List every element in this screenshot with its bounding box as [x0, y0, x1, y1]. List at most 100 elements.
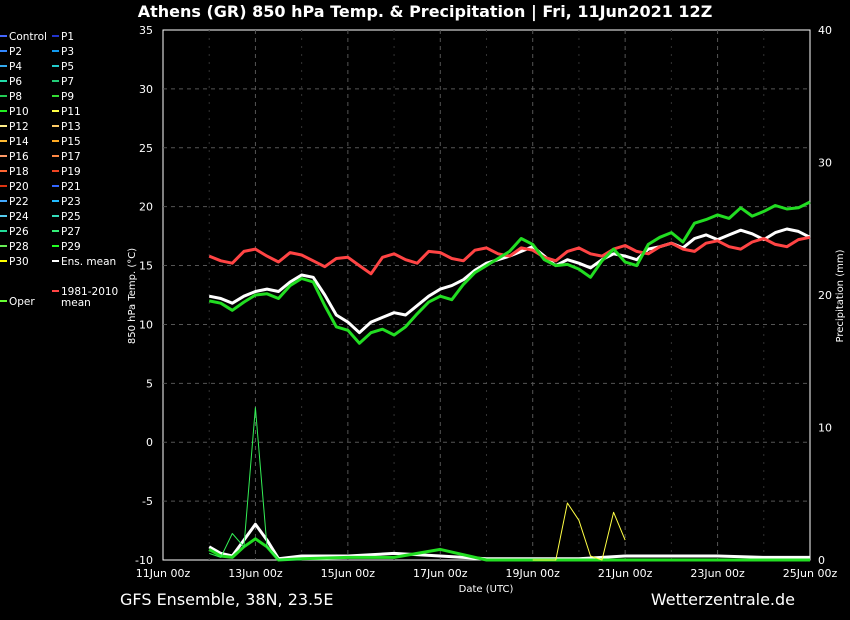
y-tick-label-left: 35: [139, 24, 153, 37]
legend-item: P24: [0, 211, 29, 223]
legend-label: P16: [9, 151, 29, 163]
x-axis-label: Date (UTC): [459, 584, 514, 595]
x-tick-label: 21Jun 00z: [598, 567, 653, 580]
legend-item: P19: [52, 166, 81, 178]
legend-label: P22: [9, 196, 29, 208]
legend-label: P10: [9, 106, 29, 118]
precip-line-ens-mean: [208, 522, 810, 561]
legend-item: P14: [0, 136, 29, 148]
x-tick-label: 17Jun 00z: [413, 567, 468, 580]
x-tick-label: 11Jun 00z: [136, 567, 191, 580]
y-axis-label-right: Precipitation (mm): [835, 249, 846, 342]
legend-label: P27: [61, 226, 81, 238]
legend-label: Control: [9, 31, 47, 43]
legend-item: P16: [0, 151, 29, 163]
legend-item: P12: [0, 121, 29, 133]
legend-item: P7: [52, 76, 74, 88]
legend-label: P24: [9, 211, 29, 223]
temp-line-oper: [208, 200, 811, 345]
legend-item: P30: [0, 256, 29, 268]
legend-item: P8: [0, 91, 22, 103]
legend-item: Control: [0, 31, 47, 43]
legend-label: P20: [9, 181, 29, 193]
legend-label: P13: [61, 121, 81, 133]
legend-item: P5: [52, 61, 74, 73]
legend-item: P9: [52, 91, 74, 103]
legend-item: P2: [0, 46, 22, 58]
legend-label: P19: [61, 166, 81, 178]
legend-item: P13: [52, 121, 81, 133]
legend-label: P14: [9, 136, 29, 148]
legend-label: P17: [61, 151, 81, 163]
y-tick-label-right: 0: [818, 554, 825, 567]
legend-item: P23: [52, 196, 81, 208]
legend-item: P25: [52, 211, 81, 223]
x-tick-label: 13Jun 00z: [228, 567, 283, 580]
legend-label: P11: [61, 106, 81, 118]
legend-item: P1: [52, 31, 74, 43]
legend-label: P29: [61, 241, 81, 253]
grid: [163, 30, 810, 560]
legend-item: P22: [0, 196, 29, 208]
legend-label: P1: [61, 31, 74, 43]
legend-label: Oper: [9, 296, 35, 308]
y-tick-label-left: -5: [142, 495, 153, 508]
legend-item: P28: [0, 241, 29, 253]
legend-item: Ens. mean: [52, 256, 116, 268]
y-tick-label-left: 0: [146, 436, 153, 449]
y-tick-label-left: 25: [139, 142, 153, 155]
legend-label: P7: [61, 76, 74, 88]
y-tick-label-left: 20: [139, 201, 153, 214]
x-tick-label: 23Jun 00z: [690, 567, 745, 580]
legend: Control P1 P2 P3 P4 P5 P6 P7 P8 P9 P10 P11 P12 P13 P14…: [0, 31, 118, 309]
legend-item: P3: [52, 46, 74, 58]
y-tick-label-right: 40: [818, 24, 832, 37]
y-tick-label-right: 30: [818, 157, 832, 170]
y-tick-label-left: 5: [146, 377, 153, 390]
y-tick-label-left: 30: [139, 83, 153, 96]
x-tick-label: 15Jun 00z: [321, 567, 376, 580]
legend-label: P8: [9, 91, 22, 103]
y-axis-label-left: 850 hPa Temp. (°C): [127, 248, 138, 344]
legend-label: P5: [61, 61, 74, 73]
y-tick-label-left: 15: [139, 260, 153, 273]
legend-label: P28: [9, 241, 29, 253]
legend-label: P6: [9, 76, 22, 88]
legend-item: mean: [61, 297, 91, 309]
axis-ticks: 11Jun 00z 13Jun 00z 15Jun 00z 17Jun 00z 19Ju…: [135, 24, 837, 580]
precip-line-p11: [532, 502, 626, 561]
legend-label: 1981-2010: [61, 286, 118, 298]
legend-item: P20: [0, 181, 29, 193]
legend-label: mean: [61, 297, 91, 309]
y-tick-label-left: 10: [139, 318, 153, 331]
chart-title: Athens (GR) 850 hPa Temp. & Precipitatio…: [138, 2, 713, 22]
x-tick-label: 19Jun 00z: [505, 567, 560, 580]
legend-item: P11: [52, 106, 81, 118]
legend-item: P29: [52, 241, 81, 253]
footer-model-info: GFS Ensemble, 38N, 23.5E: [120, 590, 333, 609]
legend-item: P21: [52, 181, 81, 193]
legend-label: P9: [61, 91, 74, 103]
legend-item: P15: [52, 136, 81, 148]
legend-item: P18: [0, 166, 29, 178]
legend-item: P10: [0, 106, 29, 118]
x-tick-label: 25Jun 00z: [783, 567, 838, 580]
legend-label: P4: [9, 61, 22, 73]
legend-label: P25: [61, 211, 81, 223]
legend-label: P30: [9, 256, 29, 268]
legend-item: P6: [0, 76, 22, 88]
legend-label: Ens. mean: [61, 256, 116, 268]
legend-item: P26: [0, 226, 29, 238]
precip-line-p16: [209, 407, 302, 561]
y-tick-label-right: 10: [818, 422, 832, 435]
legend-item: 1981-2010: [52, 286, 118, 298]
legend-item: Oper: [0, 296, 35, 308]
legend-label: P23: [61, 196, 81, 208]
legend-label: P15: [61, 136, 81, 148]
legend-label: P12: [9, 121, 29, 133]
legend-label: P2: [9, 46, 22, 58]
legend-item: P27: [52, 226, 81, 238]
y-tick-label-left: -10: [135, 554, 153, 567]
legend-item: P17: [52, 151, 81, 163]
